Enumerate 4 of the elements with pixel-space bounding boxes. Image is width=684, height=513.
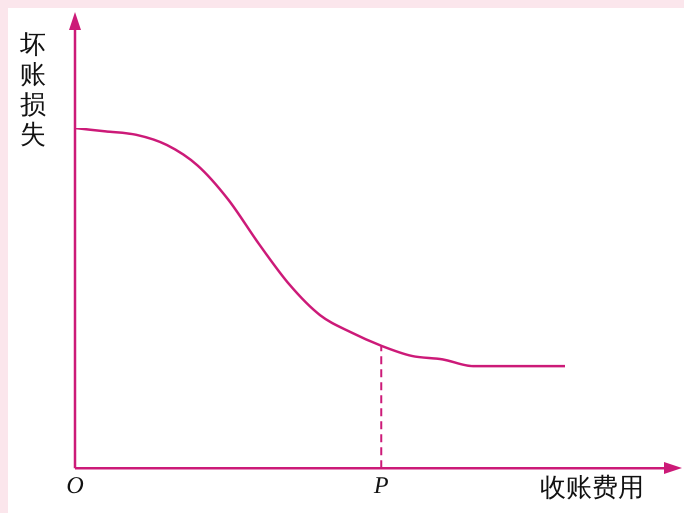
y-axis-title: 坏账损失: [20, 30, 47, 150]
x-axis-title: 收账费用: [540, 472, 644, 505]
x-tick-label: O: [66, 472, 84, 499]
x-tick-label: P: [372, 472, 389, 499]
